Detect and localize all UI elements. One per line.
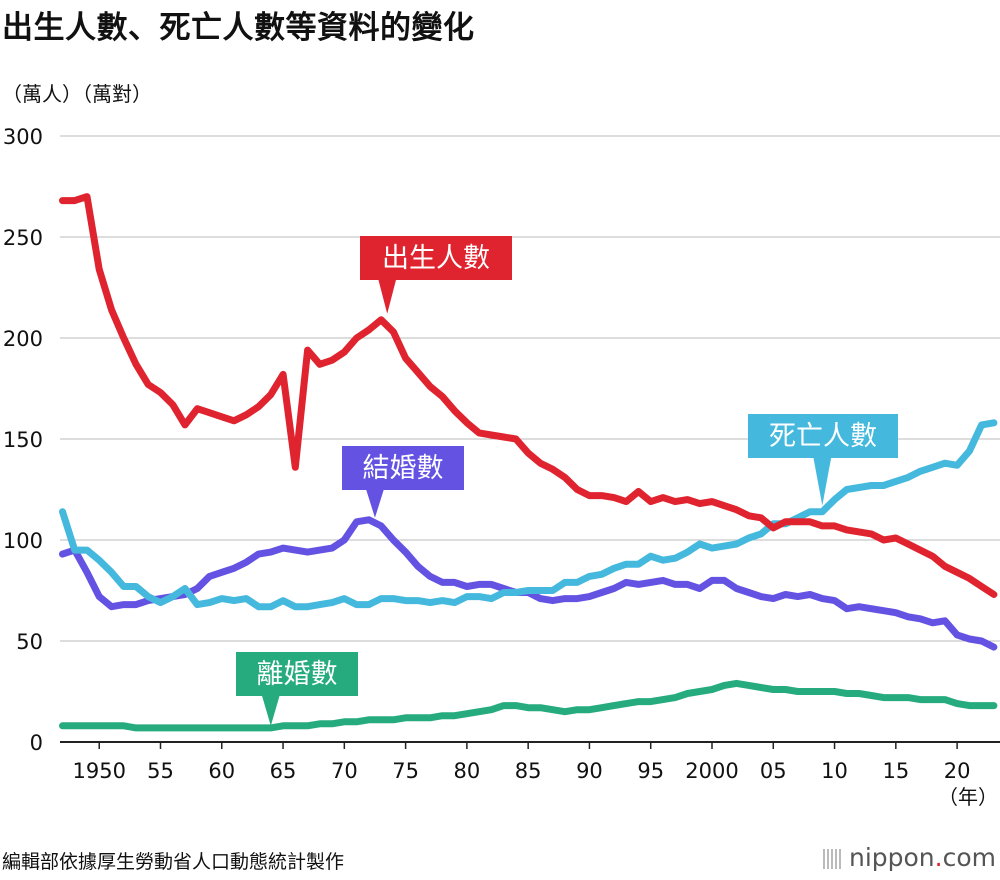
- logo-suffix: com: [942, 843, 996, 872]
- x-tick-label: 90: [576, 759, 603, 783]
- y-tick-label: 300: [3, 125, 43, 149]
- callout-box-3: [236, 652, 358, 696]
- y-tick-label: 150: [3, 428, 43, 452]
- y-tick-label: 100: [3, 529, 43, 553]
- nippon-logo-mark-icon: [822, 849, 843, 869]
- callout-pointer-1: [813, 457, 832, 506]
- x-tick-label: 15: [882, 759, 909, 783]
- y-tick-label: 250: [3, 226, 43, 250]
- x-axis-unit-label: （年）: [938, 785, 998, 809]
- callout-label-2: 結婚數: [363, 453, 444, 484]
- x-tick-label: 05: [760, 759, 787, 783]
- source-note: 編輯部依據厚生勞動省人口動態統計製作: [2, 851, 345, 873]
- y-tick-label: 0: [30, 731, 43, 755]
- chart-title: 出生人數、死亡人數等資料的變化: [2, 10, 475, 46]
- callout-box-2: [342, 446, 464, 490]
- x-tick-label: 75: [392, 759, 419, 783]
- callout-label-3: 離婚數: [257, 659, 338, 690]
- x-tick-label: 10: [821, 759, 848, 783]
- series-line-1: [59, 419, 998, 611]
- x-tick-label: 1950: [72, 759, 125, 783]
- y-tick-label: 200: [3, 327, 43, 351]
- x-tick-label: 2000: [685, 759, 738, 783]
- x-tick-label: 20: [944, 759, 971, 783]
- logo-dot: .: [934, 843, 943, 872]
- callout-label-0: 出生人數: [382, 243, 490, 274]
- x-tick-label: 60: [208, 759, 235, 783]
- series-line-3: [59, 679, 998, 732]
- callout-pointer-0: [378, 279, 397, 314]
- callout-pointer-3: [261, 695, 280, 726]
- series-line-0: [59, 193, 998, 598]
- x-tick-label: 85: [515, 759, 542, 783]
- y-axis-units-label: （萬人）（萬對）: [2, 82, 152, 106]
- callout-label-1: 死亡人數: [769, 421, 877, 452]
- x-tick-label: 55: [147, 759, 174, 783]
- callout-box-1: [748, 414, 898, 458]
- y-tick-label: 50: [16, 630, 43, 654]
- callout-box-0: [360, 236, 512, 280]
- x-tick-label: 95: [637, 759, 664, 783]
- x-tick-label: 65: [270, 759, 297, 783]
- nippon-logo: nippon.com: [822, 843, 996, 872]
- x-tick-label: 80: [454, 759, 481, 783]
- logo-name: nippon: [848, 843, 935, 872]
- callout-pointer-2: [365, 489, 384, 518]
- x-tick-label: 70: [331, 759, 358, 783]
- series-line-2: [59, 516, 998, 651]
